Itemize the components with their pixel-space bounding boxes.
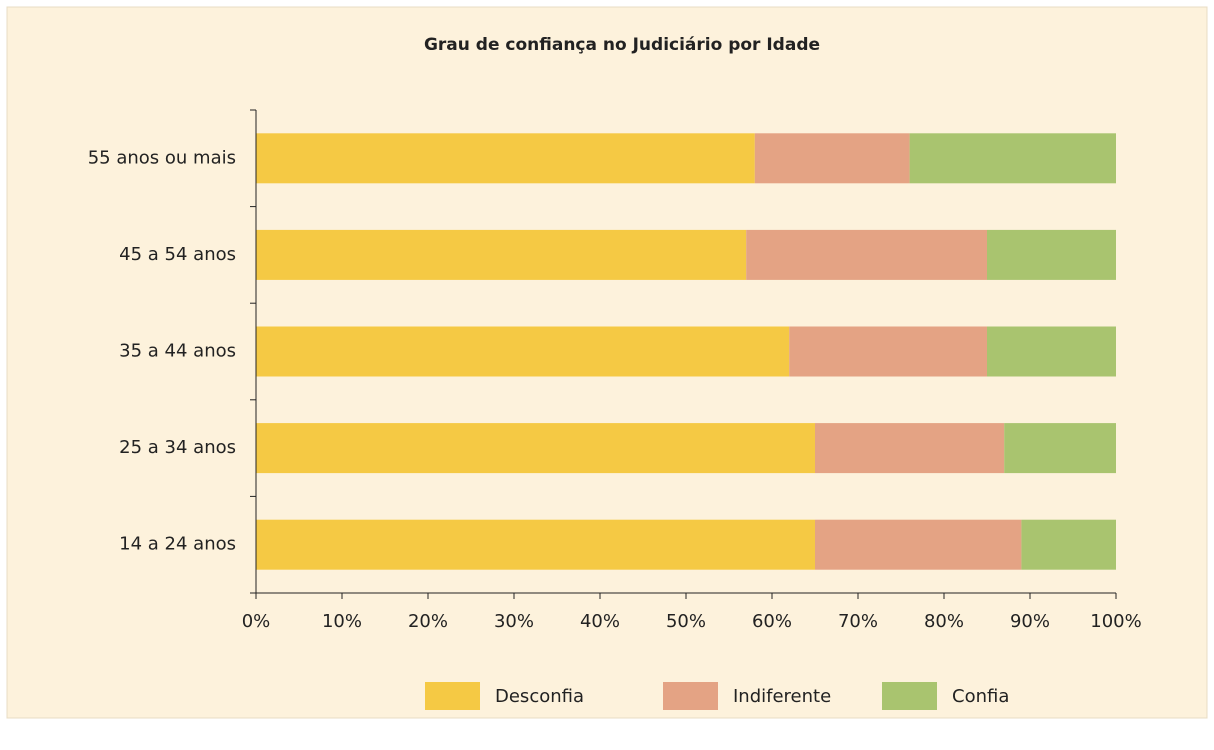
- x-tick-label: 90%: [1010, 611, 1050, 632]
- legend-swatch: [425, 682, 480, 710]
- x-tick-label: 30%: [494, 611, 534, 632]
- y-tick-label: 25 a 34 anos: [119, 437, 236, 458]
- bar-segment: [256, 519, 815, 570]
- bar-segment: [256, 229, 747, 280]
- y-tick-label: 35 a 44 anos: [119, 341, 236, 362]
- y-tick-label: 55 anos ou mais: [88, 147, 236, 168]
- legend-label: Desconfia: [495, 686, 584, 707]
- x-tick-label: 80%: [924, 611, 964, 632]
- x-tick-label: 10%: [322, 611, 362, 632]
- x-tick-label: 70%: [838, 611, 878, 632]
- x-tick-label: 20%: [408, 611, 448, 632]
- legend-label: Indiferente: [733, 686, 831, 707]
- bar-segment: [789, 326, 987, 377]
- bar-segment: [987, 326, 1116, 377]
- chart-title: Grau de confiança no Judiciário por Idad…: [424, 35, 820, 55]
- y-tick-label: 14 a 24 anos: [119, 534, 236, 555]
- bar-segment: [754, 133, 910, 184]
- bar-segment: [746, 229, 987, 280]
- x-tick-label: 100%: [1090, 611, 1141, 632]
- bar-segment: [1021, 519, 1116, 570]
- x-tick-label: 60%: [752, 611, 792, 632]
- bar-segment: [256, 133, 755, 184]
- bar-segment: [1004, 423, 1116, 474]
- bar-segment: [256, 423, 815, 474]
- x-tick-label: 50%: [666, 611, 706, 632]
- bar-segment: [815, 519, 1022, 570]
- y-tick-label: 45 a 54 anos: [119, 244, 236, 265]
- x-tick-label: 0%: [242, 611, 271, 632]
- legend-label: Confia: [952, 686, 1009, 707]
- legend-swatch: [882, 682, 937, 710]
- bar-segment: [815, 423, 1005, 474]
- bar-segment: [256, 326, 790, 377]
- bar-segment: [987, 229, 1116, 280]
- x-tick-label: 40%: [580, 611, 620, 632]
- legend-swatch: [663, 682, 718, 710]
- bar-segment: [909, 133, 1116, 184]
